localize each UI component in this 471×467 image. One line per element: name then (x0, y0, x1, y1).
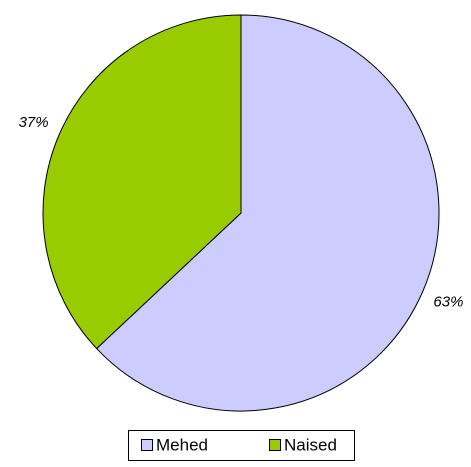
legend-swatch (141, 439, 153, 451)
legend-box (128, 430, 355, 461)
legend-label: Mehed (156, 435, 208, 454)
pie-slice (42, 14, 242, 350)
legend-label: Naised (284, 435, 337, 454)
pie-slice (95, 14, 440, 412)
slice-label: 37% (19, 114, 49, 131)
slice-label: 63% (433, 294, 463, 311)
legend-swatch (269, 439, 281, 451)
